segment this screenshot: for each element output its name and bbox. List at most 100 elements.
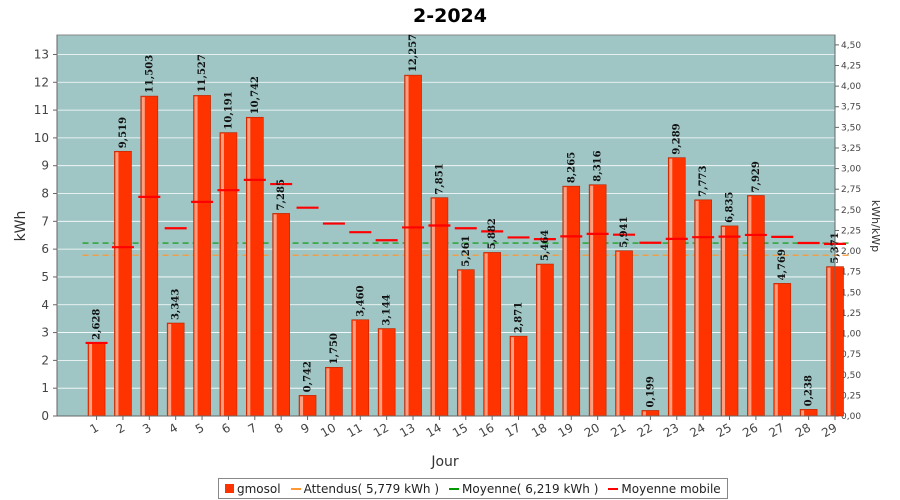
data-label: 10,191 — [223, 91, 234, 129]
bar-highlight — [141, 97, 145, 416]
legend: gmosol Attendus( 5,779 kWh ) Moyenne( 6,… — [218, 478, 728, 499]
y2-axis-label: kWh/kWp — [869, 200, 882, 252]
data-label: 5,464 — [540, 230, 551, 261]
y2-tick-label: 3,25 — [841, 144, 861, 154]
x-tick-label: 1 — [87, 420, 101, 436]
y-tick-label: 4 — [41, 298, 49, 312]
y-tick-label: 2 — [41, 353, 49, 367]
y-axis-label: kWh — [13, 211, 29, 242]
y2-tick-label: 4,00 — [841, 82, 861, 92]
x-tick-label: 22 — [635, 420, 655, 440]
bar-highlight — [484, 253, 488, 416]
x-tick-label: 12 — [371, 420, 391, 440]
data-label: 0,742 — [303, 361, 314, 392]
data-label: 2,628 — [92, 309, 103, 340]
y2-tick-label: 3,75 — [841, 103, 861, 113]
bar-highlight — [168, 324, 172, 416]
y2-tick-label: 2,25 — [841, 226, 861, 236]
y2-tick-label: 0,25 — [841, 391, 861, 401]
bar-highlight — [616, 251, 620, 416]
bar-highlight — [194, 96, 198, 416]
y2-tick-label: 1,75 — [841, 268, 861, 278]
bar-highlight — [827, 267, 831, 416]
bar-highlight — [405, 76, 409, 417]
x-tick-label: 27 — [767, 420, 787, 440]
x-tick-label: 19 — [556, 420, 576, 440]
data-label: 11,503 — [144, 55, 155, 93]
data-label: 8,265 — [566, 152, 577, 183]
x-tick-label: 3 — [140, 420, 154, 436]
y-tick-label: 8 — [41, 187, 49, 201]
y2-tick-label: 1,00 — [841, 330, 861, 340]
x-tick-label: 29 — [819, 420, 839, 440]
x-tick-label: 14 — [424, 420, 444, 440]
legend-label-moyenne: Moyenne( 6,219 kWh ) — [462, 481, 599, 496]
legend-swatch-attendus — [290, 487, 301, 490]
y-tick-label: 0 — [41, 409, 49, 423]
bar-highlight — [801, 410, 805, 416]
bar-highlight — [458, 270, 462, 416]
bar-highlight — [300, 396, 304, 416]
y2-tick-label: 2,50 — [841, 206, 861, 216]
x-tick-label: 8 — [272, 420, 286, 436]
bar-highlight — [273, 214, 277, 416]
legend-swatch-moyenne-mobile — [608, 487, 619, 490]
y2-tick-label: 3,00 — [841, 165, 861, 175]
x-axis-label: Jour — [430, 454, 459, 470]
y2-tick-label: 2,75 — [841, 185, 861, 195]
data-label: 7,773 — [698, 165, 709, 196]
data-label: 9,519 — [118, 117, 129, 148]
y-tick-label: 1 — [41, 381, 49, 395]
legend-item-attendus: Attendus( 5,779 kWh ) — [290, 482, 439, 496]
y-tick-label: 5 — [41, 270, 49, 284]
bar-highlight — [695, 200, 699, 416]
y-tick-label: 6 — [41, 242, 49, 256]
data-label: 6,835 — [725, 192, 736, 223]
data-label: 8,316 — [593, 150, 604, 181]
y2-tick-label: 4,50 — [841, 41, 861, 51]
data-label: 7,285 — [276, 179, 287, 210]
legend-label-moyenne-mobile: Moyenne mobile — [621, 481, 721, 496]
x-tick-label: 15 — [450, 420, 470, 440]
y2-tick-label: 1,25 — [841, 309, 861, 319]
bar-highlight — [352, 320, 356, 416]
y2-tick-label: 0,50 — [841, 371, 861, 381]
data-label: 3,144 — [382, 294, 393, 325]
legend-label-gmosol: gmosol — [237, 481, 281, 496]
y2-tick-label: 0,00 — [841, 412, 861, 422]
y-tick-label: 13 — [34, 47, 49, 61]
data-label: 3,460 — [355, 285, 366, 316]
data-label: 2,871 — [514, 302, 525, 333]
legend-swatch-moyenne — [449, 487, 460, 490]
y2-tick-label: 3,50 — [841, 123, 861, 133]
data-label: 1,750 — [329, 333, 340, 364]
data-label: 12,257 — [408, 34, 419, 72]
data-label: 7,929 — [751, 161, 762, 192]
bar-highlight — [326, 368, 330, 416]
x-tick-label: 2 — [114, 420, 128, 436]
y2-tick-label: 1,50 — [841, 288, 861, 298]
legend-item-moyenne-mobile: Moyenne mobile — [608, 481, 721, 496]
bar-highlight — [642, 411, 646, 416]
data-label: 7,851 — [434, 163, 445, 194]
data-label: 4,769 — [777, 249, 788, 280]
x-tick-label: 25 — [714, 420, 734, 440]
bar-highlight — [537, 265, 541, 416]
x-tick-label: 24 — [687, 420, 707, 440]
x-tick-label: 13 — [397, 420, 417, 440]
data-label: 3,343 — [171, 289, 182, 320]
y-tick-label: 10 — [34, 131, 49, 145]
data-label: 5,941 — [619, 216, 630, 247]
bar-highlight — [247, 118, 251, 416]
legend-item-moyenne: Moyenne( 6,219 kWh ) — [449, 482, 598, 496]
y2-tick-label: 4,25 — [841, 62, 861, 72]
data-label: 10,742 — [250, 76, 261, 114]
x-tick-label: 20 — [582, 420, 602, 440]
y-tick-label: 3 — [41, 326, 49, 340]
legend-item-gmosol: gmosol — [225, 482, 281, 496]
y-tick-label: 12 — [34, 75, 49, 89]
data-label: 0,238 — [804, 375, 815, 406]
bar-highlight — [379, 329, 383, 416]
data-label: 0,199 — [645, 376, 656, 407]
bar-highlight — [590, 185, 594, 416]
